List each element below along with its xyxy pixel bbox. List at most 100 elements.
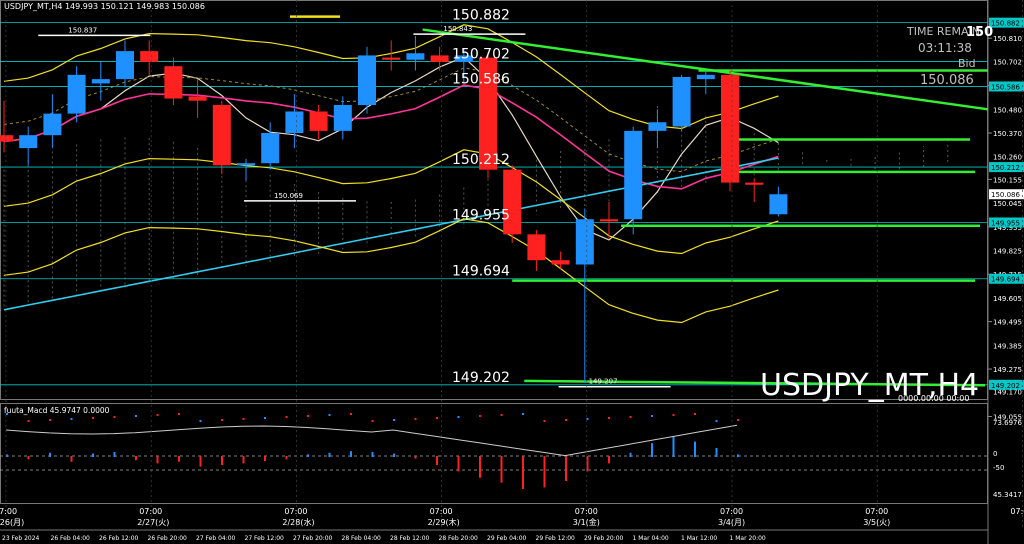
price-highlight-label: 150.882 (991, 20, 1020, 28)
bid-value: 150.086 (920, 73, 974, 88)
candle-body (745, 182, 764, 185)
macd-dot (737, 419, 739, 421)
macd-histogram-bar (178, 456, 180, 462)
macd-dot (694, 413, 696, 415)
price-highlight-badge (989, 189, 1024, 200)
candle-body (140, 51, 159, 62)
price-highlight-badge (989, 17, 1024, 28)
macd-signal-line (5, 424, 738, 457)
corner-price: 150 (966, 25, 993, 40)
time-major-label: 07:00 (430, 507, 453, 516)
macd-dot (70, 418, 73, 420)
price-highlight-label: 150.212 (991, 164, 1020, 172)
candle-body (600, 219, 618, 222)
time-minor-label: 26 Feb 04:00 (51, 535, 91, 542)
price-tick-label: 150.702 (993, 58, 1022, 66)
price-highlight-label: 150.086 (991, 191, 1020, 199)
price-tick-label: 149.935 (993, 224, 1022, 232)
price-highlight-badge (989, 162, 1024, 173)
bid-label: Bid (958, 57, 976, 70)
candle-body (672, 76, 691, 127)
time-major-label: 07:00 (575, 507, 598, 516)
macd-histogram-bar (92, 453, 94, 457)
ma-cyan-line (3, 157, 779, 311)
price-highlight-label: 149.202 (991, 382, 1020, 390)
macd-dot (264, 417, 266, 419)
candle-body (454, 55, 473, 62)
time-major-label: 07:00 (865, 507, 888, 516)
band-lower-line (3, 149, 779, 255)
candle-body (406, 53, 425, 60)
level-price-label: 150.212 (452, 152, 510, 168)
macd-histogram-bar (307, 454, 309, 457)
macd-dot (328, 414, 331, 416)
macd-histogram-bar (70, 456, 73, 462)
candle-body (551, 260, 570, 265)
macd-dot (651, 415, 653, 417)
candle-body (67, 74, 86, 114)
macd-histogram-bar (737, 454, 739, 457)
trend-lines[interactable] (290, 15, 989, 387)
price-tick-label: 150.480 (993, 106, 1022, 114)
price-tick-label: 149.170 (993, 389, 1022, 397)
time-minor-label: 28 Feb 20:00 (439, 535, 479, 542)
time-minor-label: 29 Feb 20:00 (584, 535, 624, 542)
macd-histogram-bar (694, 441, 696, 457)
macd-histogram-bar (27, 456, 30, 460)
macd-dot (479, 415, 481, 417)
candle-body (430, 55, 449, 62)
price-tick-label: 149.055 (993, 413, 1022, 421)
level-labels: 150.882 150.702 150.586 150.212 149.955 149.6… (38, 8, 671, 388)
macd-dot (414, 418, 417, 420)
time-minor-label: 27 Feb 12:00 (245, 535, 285, 542)
level-price-label: 150.882 (452, 8, 510, 24)
macd-dot (221, 419, 223, 421)
candle-body (0, 135, 13, 142)
time-major-label: 07:00 (284, 507, 307, 516)
price-highlight-badge (989, 217, 1024, 228)
macd-dot (457, 416, 460, 418)
date-major-label: 3/4(月) (718, 518, 745, 527)
candle-body (624, 130, 643, 220)
symbol-watermark: USDJPY_MT,H4 (760, 368, 979, 403)
candle-body (212, 105, 231, 166)
candles (0, 36, 788, 384)
time-minor-label: 26 Feb 12:00 (99, 535, 139, 542)
dashed-mid-line (3, 67, 779, 173)
macd-dot (199, 420, 202, 422)
subpanel-tick-label: 0 (993, 450, 997, 458)
price-tick-label: 150.045 (993, 200, 1022, 208)
price-tick-label: 149.605 (993, 295, 1022, 303)
level-price-label: 150.702 (452, 46, 510, 62)
candle-body (19, 135, 38, 149)
macd-dot (629, 416, 632, 418)
time-remain-value: 03:11:38 (918, 41, 972, 55)
marker-label: 150.837 (68, 26, 97, 34)
macd-histogram-bar (522, 456, 524, 489)
time-minor-label: 28 Feb 12:00 (390, 535, 430, 542)
macd-dot (436, 417, 438, 419)
support-line[interactable] (524, 379, 986, 387)
time-minor-label: 29 Feb 12:00 (536, 535, 576, 542)
macd-histogram-bar (586, 456, 589, 472)
macd-histogram-bar (651, 443, 653, 457)
marker-label: 150.069 (274, 192, 303, 200)
price-highlight-label: 149.694 (991, 276, 1020, 284)
macd-dot (307, 415, 309, 417)
macd-histogram-bar (436, 456, 438, 465)
macd-histogram-bar (608, 456, 610, 464)
price-tick-label: 149.385 (993, 342, 1022, 350)
date-major-label: 3/1(金) (573, 517, 600, 527)
macd-histogram-bar (113, 452, 116, 457)
candle-body (721, 74, 739, 183)
price-tick-label: 150.260 (993, 154, 1022, 162)
macd-histogram-bar (6, 454, 8, 457)
candle-body (91, 79, 110, 84)
candle-body (527, 234, 546, 261)
macd-histogram-bar (543, 456, 546, 488)
candle-body (648, 122, 667, 131)
marker-label: 149.207 (589, 378, 618, 386)
